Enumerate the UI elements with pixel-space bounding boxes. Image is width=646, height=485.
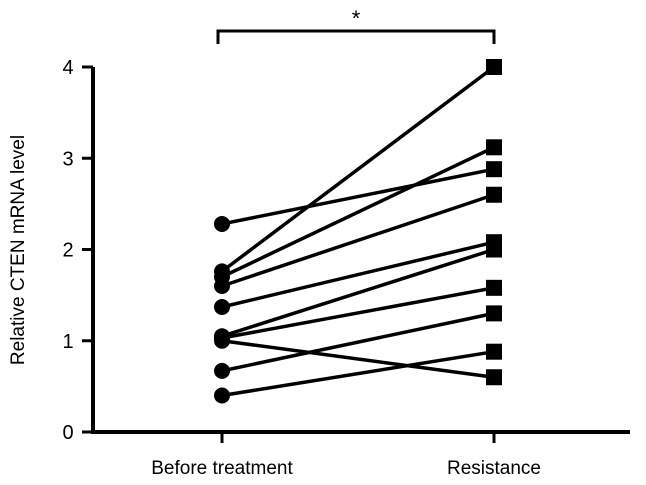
before-point [214, 298, 230, 315]
resistance-point [486, 139, 502, 156]
before-point [214, 387, 230, 404]
pair-line [221, 145, 495, 279]
resistance-point [486, 59, 502, 75]
significance-bracket [216, 29, 496, 44]
resistance-point [486, 186, 502, 203]
pair-line [221, 286, 495, 340]
resistance-point [486, 305, 502, 322]
y-axis-label: Relative CTEN mRNA level [8, 135, 29, 365]
y-tick-label: 1 [62, 331, 73, 353]
y-tick-label: 2 [62, 240, 73, 262]
resistance-point [486, 369, 502, 386]
pair-line [221, 247, 495, 338]
pair-line [221, 193, 495, 288]
before-point [214, 362, 230, 379]
pair-line [221, 167, 495, 226]
before-point [214, 278, 230, 294]
pair-line [221, 349, 495, 398]
pair-line [221, 311, 495, 373]
pair-line [221, 240, 495, 309]
resistance-point [486, 343, 502, 360]
pair-line [221, 339, 495, 379]
y-tick-label: 4 [62, 57, 73, 79]
y-tick-label: 0 [62, 422, 73, 444]
axes: 0 1 2 3 4 Before treatment Resistance [62, 29, 630, 479]
resistance-point [486, 241, 502, 258]
resistance-point [486, 161, 502, 178]
before-point [214, 215, 230, 232]
resistance-point [486, 279, 502, 296]
marks [214, 59, 502, 404]
x-tick-label: Before treatment [151, 458, 293, 479]
y-tick-label: 3 [62, 148, 73, 170]
significance-star: * [352, 6, 361, 31]
pair-line [220, 65, 496, 273]
x-tick-label: Resistance [447, 458, 541, 479]
before-point [214, 332, 230, 349]
